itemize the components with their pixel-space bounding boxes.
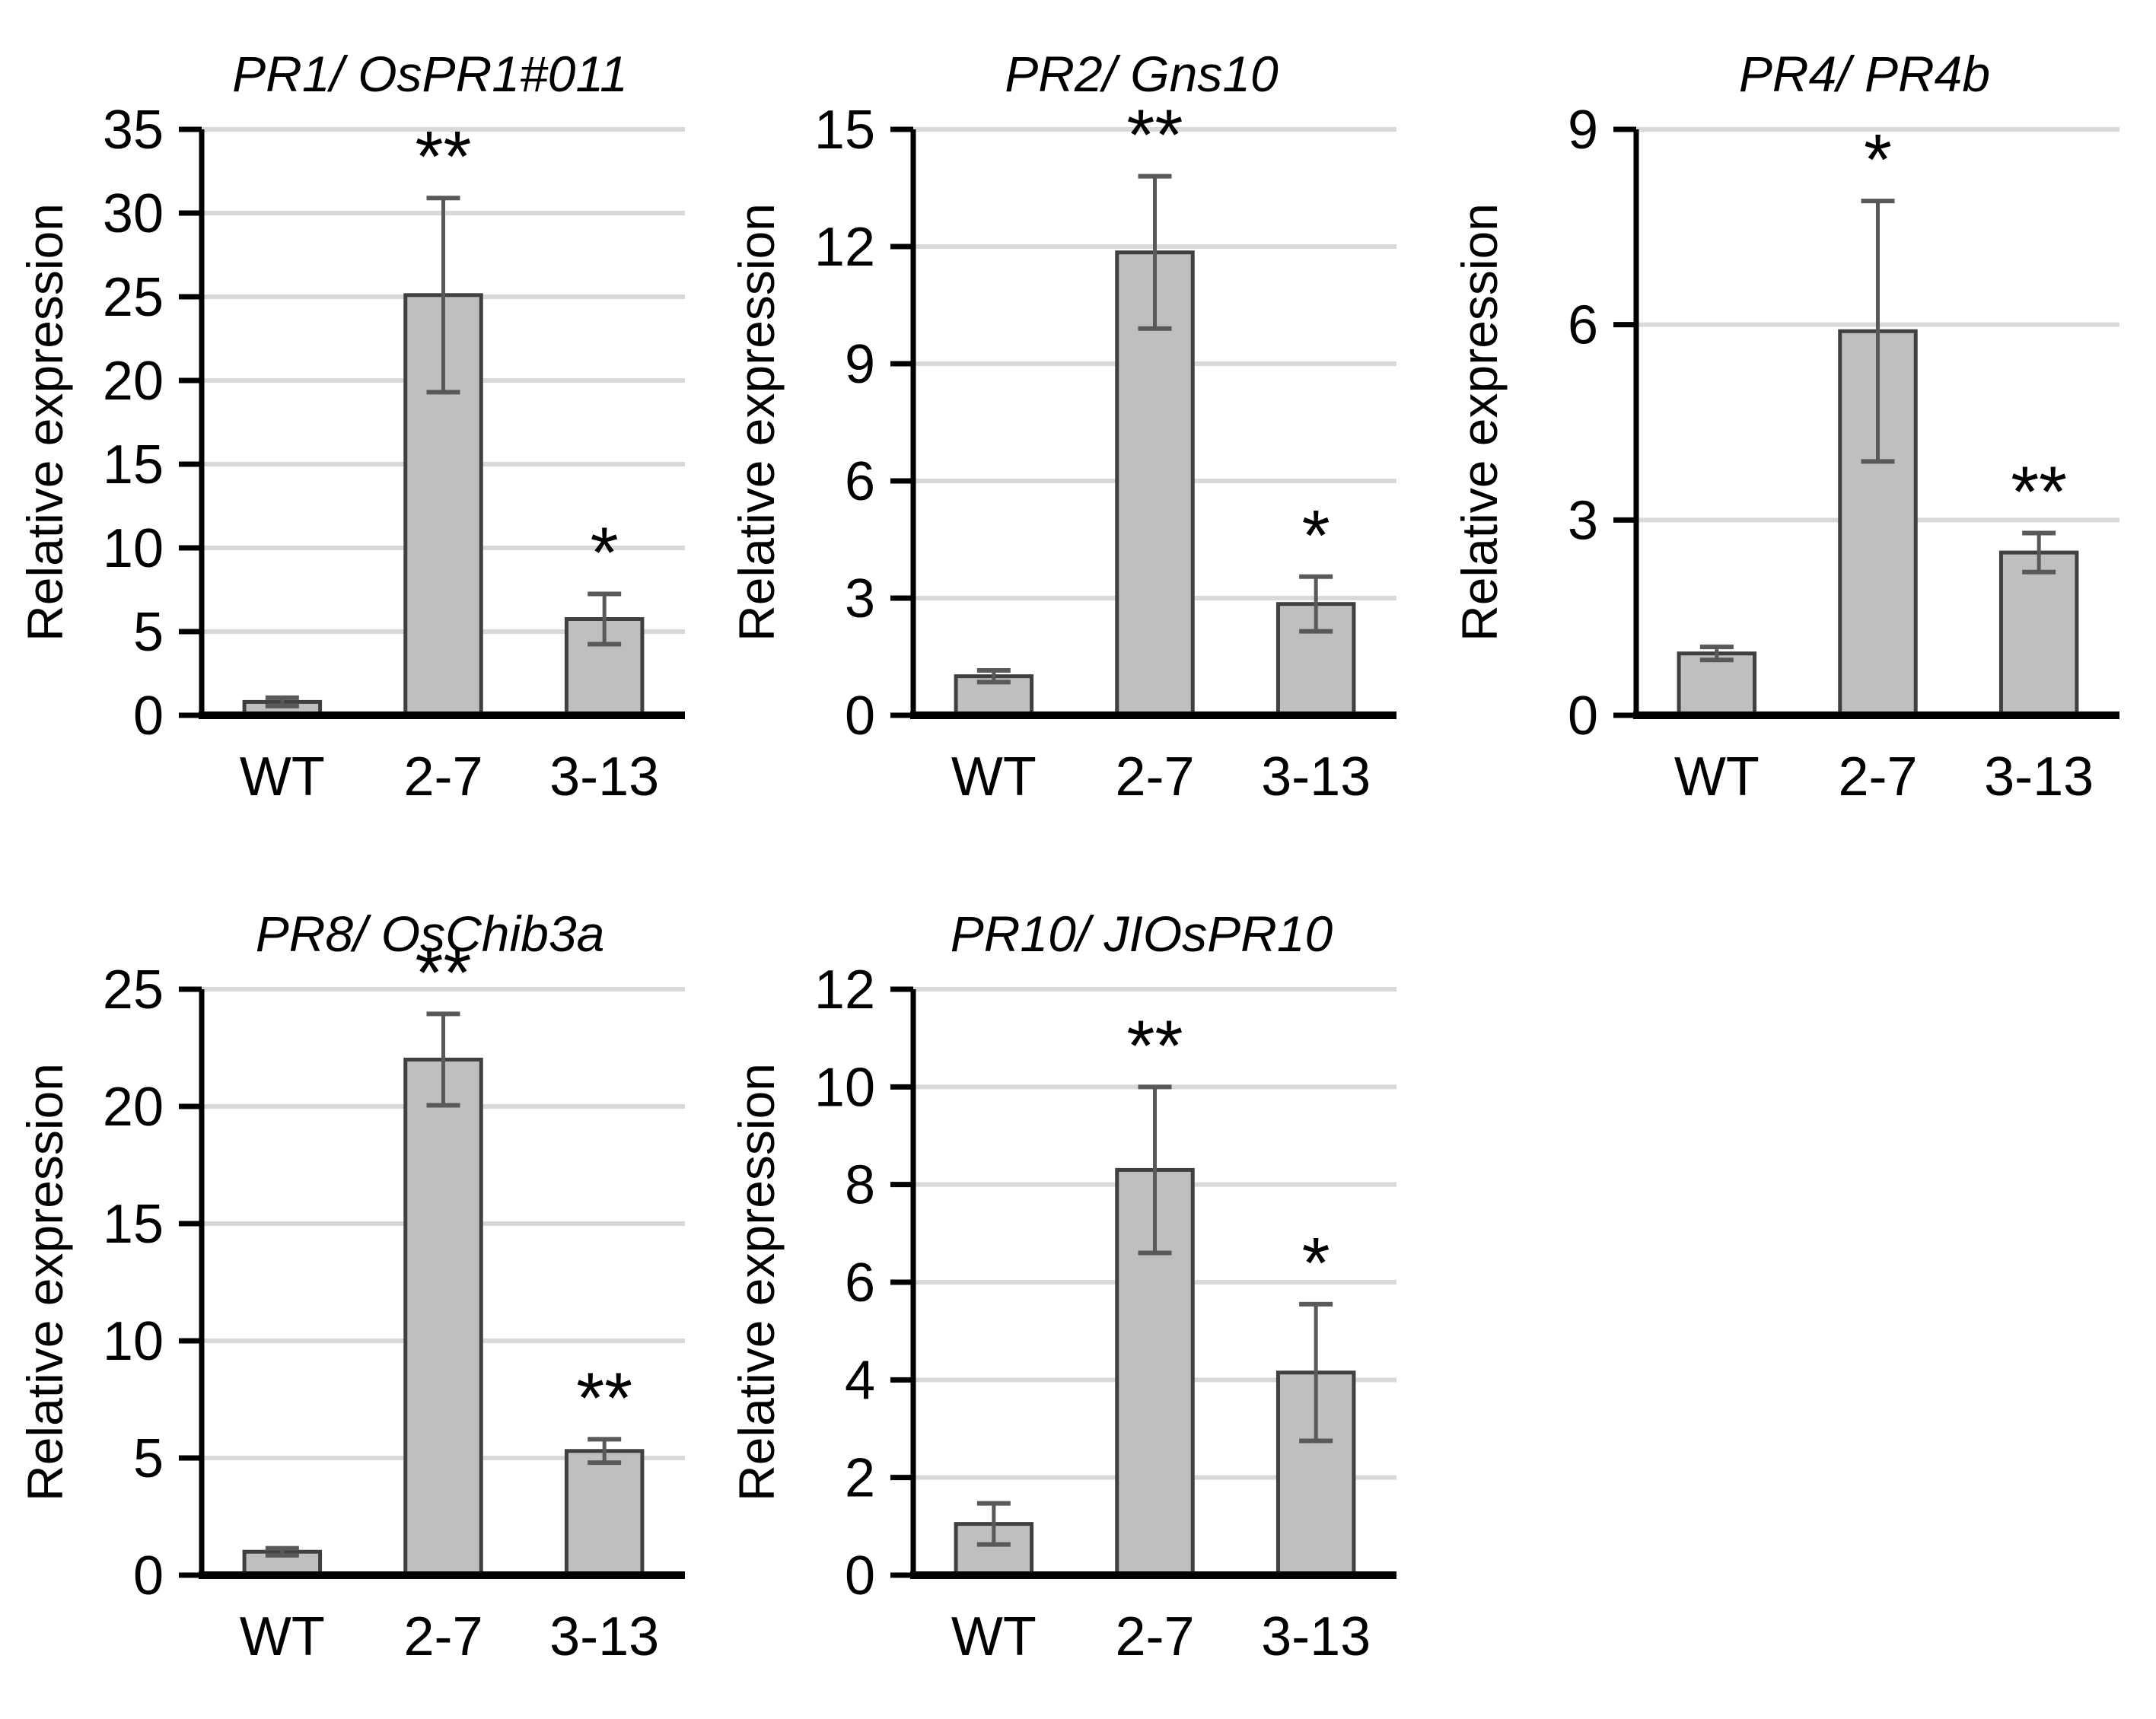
bar	[1998, 550, 2079, 718]
significance-star: **	[416, 116, 472, 197]
x-tick-label: WT	[1674, 746, 1760, 807]
significance-star: **	[2011, 451, 2067, 532]
chart-title: PR2/ Gns10	[1005, 46, 1279, 102]
chart-pr4: 0 3 6 9 WT * 2-7 ** 3-13 PR4/ PR4b Relative expr…	[1451, 46, 2119, 807]
y-tick-label: 6	[845, 451, 875, 512]
x-tick-label: WT	[240, 1606, 325, 1667]
y-tick-label: 25	[103, 267, 164, 328]
x-tick-label: 3-13	[549, 746, 659, 807]
chart-pr8: 0 5 10 15 20 25 WT ** 2-7 ** 3-13 PR8/ OsChib3a Re…	[17, 906, 685, 1667]
plot-area: 0 3 6 9 12 15 WT ** 2-7 * 3-13	[814, 95, 1396, 807]
y-tick-label: 25	[103, 960, 164, 1020]
y-tick-label: 0	[133, 686, 164, 746]
x-tick-label: 2-7	[1115, 746, 1194, 807]
y-tick-label: 12	[814, 960, 875, 1020]
y-axis-title: Relative expression	[728, 203, 785, 641]
y-tick-label: 10	[814, 1057, 875, 1118]
y-tick-label: 20	[103, 351, 164, 412]
y-axis-title: Relative expression	[1451, 203, 1508, 641]
y-tick-label: 15	[814, 100, 875, 161]
significance-star: **	[576, 1358, 632, 1438]
bar	[403, 1057, 483, 1577]
significance-star: **	[416, 932, 472, 1013]
y-tick-label: 6	[845, 1253, 875, 1313]
y-tick-label: 4	[845, 1350, 875, 1411]
significance-star: **	[1127, 95, 1183, 176]
y-tick-label: 0	[845, 1546, 875, 1606]
y-tick-label: 12	[814, 217, 875, 278]
bar	[564, 1449, 645, 1577]
y-tick-label: 8	[845, 1155, 875, 1216]
chart-title: PR1/ OsPR1#011	[232, 46, 628, 102]
x-tick-label: 2-7	[1115, 1606, 1194, 1667]
y-tick-label: 35	[103, 100, 164, 161]
y-tick-label: 0	[845, 686, 875, 746]
x-tick-label: 3-13	[1261, 1606, 1371, 1667]
y-axis-title: Relative expression	[728, 1063, 785, 1501]
x-tick-label: WT	[240, 746, 325, 807]
y-tick-label: 6	[1568, 295, 1598, 356]
y-tick-label: 0	[133, 1546, 164, 1606]
significance-star: **	[1127, 1005, 1183, 1086]
y-tick-label: 0	[1568, 686, 1598, 746]
y-tick-label: 5	[133, 1428, 164, 1489]
y-tick-label: 2	[845, 1448, 875, 1509]
chart-title: PR4/ PR4b	[1739, 46, 1990, 102]
x-tick-label: 2-7	[403, 746, 482, 807]
y-tick-label: 10	[103, 1311, 164, 1372]
y-tick-label: 9	[1568, 100, 1598, 161]
chart-title: PR10/ JIOsPR10	[951, 906, 1333, 962]
y-tick-label: 3	[845, 568, 875, 629]
y-tick-label: 5	[133, 602, 164, 663]
chart-pr2: 0 3 6 9 12 15 WT ** 2-7 * 3-13 PR2/ Gns10 Relative…	[728, 46, 1396, 807]
x-tick-label: 2-7	[1838, 746, 1917, 807]
y-tick-label: 9	[845, 334, 875, 395]
y-tick-label: 30	[103, 183, 164, 244]
y-tick-label: 15	[103, 435, 164, 495]
x-tick-label: 3-13	[1261, 746, 1371, 807]
plot-area: 0 5 10 15 20 25 30 35 WT ** 2-7 * 3-13	[103, 100, 685, 807]
plot-area: 0 3 6 9 WT * 2-7 ** 3-13	[1568, 100, 2119, 807]
y-tick-label: 15	[103, 1194, 164, 1255]
y-axis-title: Relative expression	[17, 1063, 73, 1501]
y-tick-label: 3	[1568, 490, 1598, 551]
y-tick-label: 10	[103, 518, 164, 579]
x-tick-label: 2-7	[403, 1606, 482, 1667]
significance-star: *	[1302, 495, 1330, 576]
y-axis-title: Relative expression	[17, 203, 73, 641]
x-tick-label: 3-13	[549, 1606, 659, 1667]
plot-area: 0 2 4 6 8 10 12 WT ** 2-7 * 3-13	[814, 960, 1396, 1667]
bar	[1677, 651, 1757, 718]
significance-star: *	[1864, 119, 1892, 200]
x-tick-label: WT	[951, 1606, 1037, 1667]
plot-area: 0 5 10 15 20 25 WT ** 2-7 ** 3-13	[103, 932, 685, 1667]
chart-pr1: 0 5 10 15 20 25 30 35 WT ** 2-7 * 3-13 PR1/ OsPR1#01…	[17, 46, 685, 807]
x-tick-label: 3-13	[1984, 746, 2094, 807]
chart-title: PR8/ OsChib3a	[256, 906, 605, 962]
x-tick-label: WT	[951, 746, 1037, 807]
chart-pr10: 0 2 4 6 8 10 12 WT ** 2-7 * 3-13 PR10/ JIOsPR10 Rel…	[728, 906, 1396, 1667]
y-tick-label: 20	[103, 1077, 164, 1138]
significance-star: *	[1302, 1223, 1330, 1304]
significance-star: *	[591, 513, 619, 594]
